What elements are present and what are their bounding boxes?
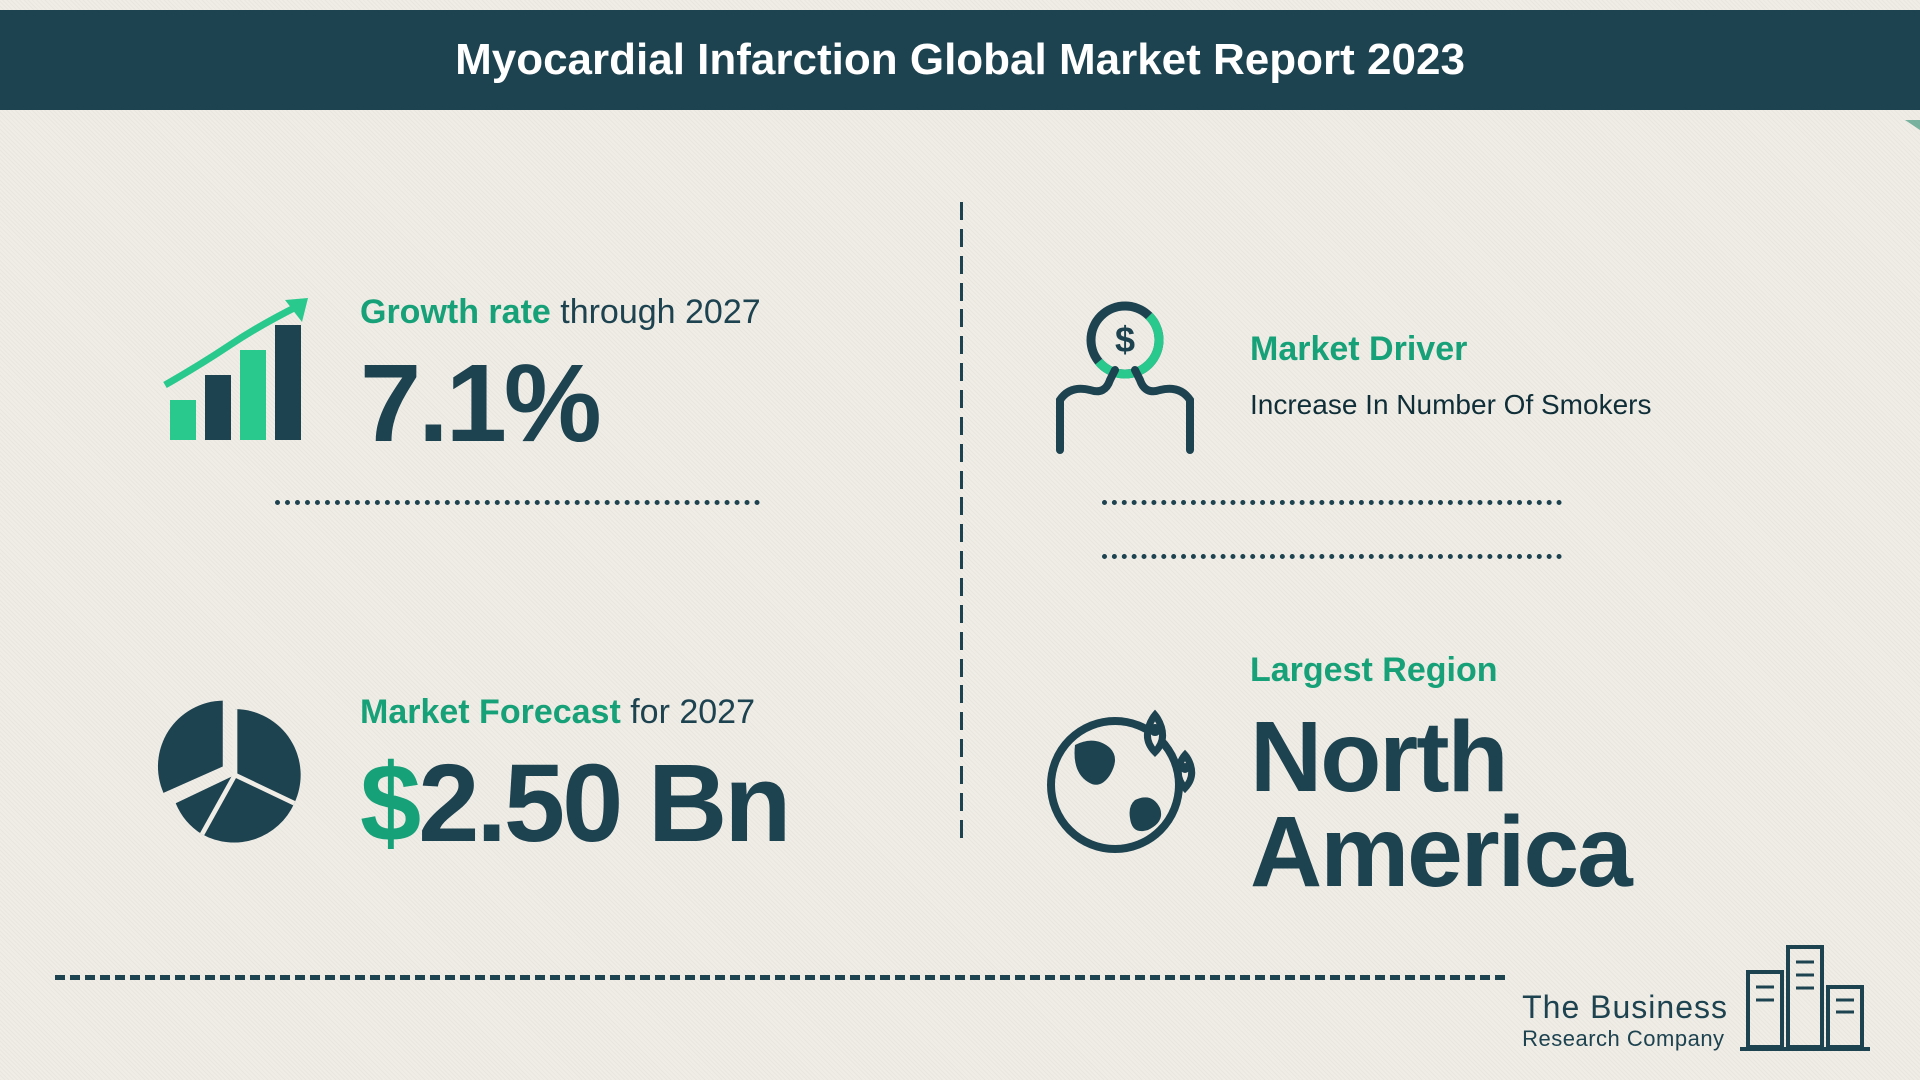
region-cell: Largest Region North America: [990, 590, 1790, 960]
page-title: Myocardial Infarction Global Market Repo…: [455, 35, 1465, 85]
region-value: North America: [1250, 710, 1770, 900]
forecast-dollar: $: [360, 742, 418, 865]
growth-value: 7.1%: [360, 352, 910, 457]
forecast-cell: Market Forecast for 2027 $2.50 Bn: [130, 590, 930, 960]
bottom-dash-line: [55, 975, 1505, 980]
logo-line2: Research Company: [1522, 1026, 1728, 1052]
region-label-green: Largest Region: [1250, 651, 1497, 689]
forecast-value: $2.50 Bn: [360, 752, 910, 857]
hands-coin-icon: $: [1040, 290, 1210, 460]
logo-buildings-icon: [1740, 932, 1870, 1052]
growth-chart-icon: [150, 290, 320, 460]
region-text: Largest Region North America: [1250, 651, 1770, 900]
pie-chart-icon: [150, 690, 320, 860]
growth-text: Growth rate through 2027 7.1%: [360, 293, 910, 457]
region-line2: America: [1250, 805, 1770, 900]
driver-label-green: Market Driver: [1250, 330, 1467, 368]
forecast-label: Market Forecast for 2027: [360, 693, 910, 732]
header-decor-arrow: [1905, 120, 1920, 140]
forecast-number: 2.50: [418, 742, 620, 865]
vertical-tick-separator: [960, 200, 963, 840]
logo-text: The Business Research Company: [1522, 989, 1728, 1052]
company-logo: The Business Research Company: [1522, 932, 1870, 1052]
forecast-label-dark: for 2027: [621, 693, 755, 731]
svg-text:$: $: [1115, 319, 1135, 360]
header-bar: Myocardial Infarction Global Market Repo…: [0, 10, 1920, 110]
logo-line1: The Business: [1522, 989, 1728, 1026]
dots-separator-right-1: [1102, 500, 1562, 505]
driver-text: Market Driver Increase In Number Of Smok…: [1250, 330, 1770, 421]
forecast-text: Market Forecast for 2027 $2.50 Bn: [360, 693, 910, 857]
growth-label: Growth rate through 2027: [360, 293, 910, 332]
globe-pins-icon: [1040, 690, 1210, 860]
driver-label: Market Driver: [1250, 330, 1770, 369]
driver-description: Increase In Number Of Smokers: [1250, 389, 1770, 421]
forecast-label-green: Market Forecast: [360, 693, 621, 731]
dots-separator-right-2: [1102, 554, 1562, 559]
growth-label-dark: through 2027: [551, 293, 761, 331]
region-line1: North: [1250, 710, 1770, 805]
region-label: Largest Region: [1250, 651, 1770, 690]
growth-label-green: Growth rate: [360, 293, 551, 331]
dots-separator-left: [275, 500, 760, 505]
forecast-suffix: Bn: [620, 742, 788, 865]
